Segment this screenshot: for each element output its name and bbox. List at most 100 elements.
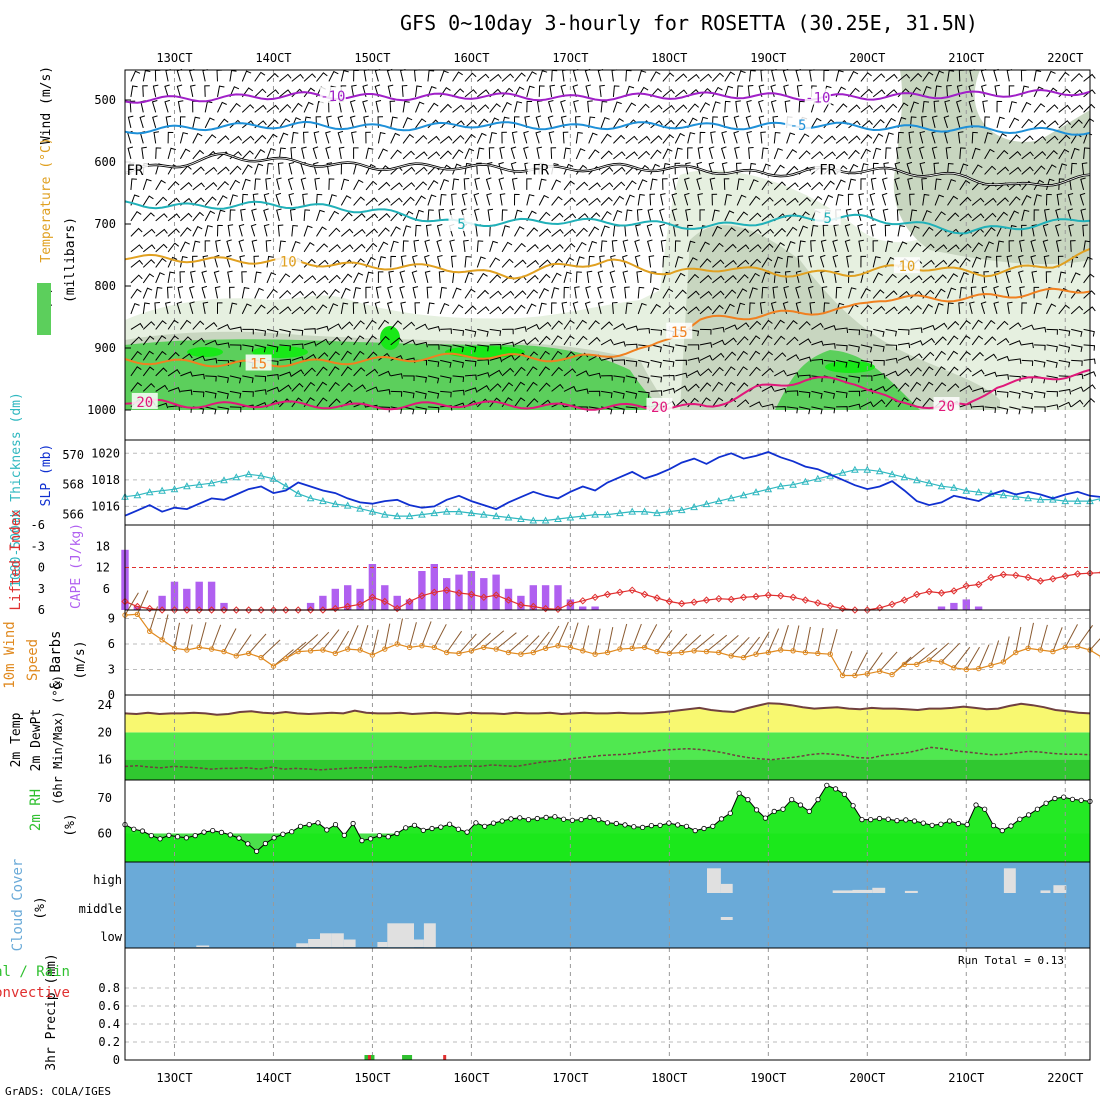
- wind-barb: [848, 135, 861, 144]
- wind-barb: [984, 336, 997, 346]
- wind-barb: [266, 328, 279, 337]
- wind-barb: [388, 270, 394, 283]
- pressure-tick-label: 900: [94, 341, 116, 355]
- pressure-tick-label: 1000: [87, 403, 116, 417]
- wind-barb: [180, 227, 192, 237]
- wind-barb: [971, 147, 981, 160]
- thickness-point: [281, 482, 290, 490]
- rh2m-point: [499, 818, 505, 824]
- wind-barb: [238, 224, 245, 237]
- wind-barb: [514, 226, 525, 237]
- wind10m-barb: [1089, 638, 1100, 651]
- wind-barb: [551, 212, 564, 222]
- wind-barb: [897, 397, 909, 408]
- wind-barb: [340, 335, 353, 346]
- wind-barb: [452, 178, 460, 190]
- wind-barb: [921, 116, 927, 128]
- wind-barb: [959, 286, 967, 299]
- wind-barb: [1046, 390, 1058, 397]
- isotherm-label: 20: [938, 399, 955, 415]
- wind-barb: [377, 271, 384, 283]
- wind-barb: [514, 381, 526, 392]
- wind-barb: [279, 103, 292, 113]
- wind-barb: [291, 274, 304, 284]
- wind-barb: [192, 373, 205, 380]
- rh2m-point: [543, 814, 549, 821]
- thickness-point: [1024, 494, 1032, 502]
- thickness-point: [764, 485, 773, 493]
- wind-barb: [810, 240, 816, 252]
- wind-barb: [1008, 210, 1020, 222]
- wind-barb: [464, 104, 478, 113]
- thickness-point: [950, 483, 958, 491]
- wind-barb: [613, 390, 625, 399]
- wind-barb: [279, 89, 292, 98]
- wind-barb: [1008, 101, 1017, 113]
- wind-barb: [832, 254, 839, 268]
- wind-barb: [1070, 162, 1078, 175]
- wind-barb: [538, 194, 549, 206]
- wind-barb: [288, 193, 294, 206]
- cape-bar: [344, 585, 352, 610]
- wind-barb: [402, 133, 414, 144]
- wind-barb: [736, 336, 749, 346]
- wind-barb: [155, 179, 166, 191]
- wind-barb: [538, 302, 547, 315]
- wind-barb: [1017, 270, 1024, 284]
- wind-barb: [1033, 194, 1042, 206]
- wind10m-barb: [359, 625, 369, 651]
- wind-barb: [685, 208, 691, 221]
- wind-barb: [338, 146, 345, 159]
- wind-barb: [300, 177, 307, 191]
- li-point: [480, 593, 488, 602]
- wind-barb: [674, 147, 683, 160]
- wind10m-point: [233, 653, 240, 659]
- wind10m-barb: [681, 634, 702, 653]
- wind-barb: [427, 85, 437, 98]
- wind-barb: [671, 193, 678, 206]
- wind-barb: [291, 73, 304, 82]
- wind-barb: [561, 301, 568, 314]
- wind-barb: [204, 181, 218, 191]
- wind-barb: [514, 209, 523, 222]
- wind-barb: [340, 244, 354, 253]
- wind-barb: [736, 211, 749, 222]
- wind-barb: [724, 289, 737, 299]
- wind-barb: [526, 274, 539, 284]
- wind-barb: [823, 180, 835, 191]
- wind-barb: [650, 303, 661, 315]
- wind-barb: [712, 366, 724, 377]
- wind-barb: [848, 163, 859, 175]
- wind10m-barb: [1064, 624, 1078, 648]
- slp-line: [124, 451, 1100, 517]
- rh2m-point: [332, 821, 339, 828]
- wind-barb: [811, 358, 824, 365]
- wind-barb: [1070, 104, 1084, 113]
- rh-shade-90-plus: [445, 346, 525, 358]
- wind-barb: [377, 256, 387, 268]
- wind-barb: [723, 178, 730, 190]
- wind-barb: [947, 383, 960, 392]
- wind-barb: [476, 104, 490, 113]
- wind-barb: [217, 342, 230, 348]
- li-point: [925, 587, 933, 596]
- thickness-point: [145, 488, 154, 496]
- wind10m-barb: [409, 622, 417, 648]
- wind10m-barb: [1002, 636, 1010, 663]
- wind-barb: [1058, 104, 1071, 113]
- wind-barb: [650, 71, 661, 82]
- wind-barb: [786, 354, 800, 361]
- wind10m-point: [382, 646, 388, 652]
- wind-barb: [201, 285, 208, 299]
- wind-barb: [811, 340, 824, 347]
- wind-barb: [142, 212, 155, 222]
- wind10m-barb: [248, 633, 267, 654]
- wind-barb: [180, 371, 193, 377]
- wind-barb: [279, 384, 292, 392]
- wind-barb: [402, 182, 416, 191]
- thickness-tick-label: 566: [62, 508, 84, 522]
- wind-barb: [390, 132, 401, 144]
- rh2m-point: [236, 835, 242, 841]
- wind10m-point: [963, 666, 969, 673]
